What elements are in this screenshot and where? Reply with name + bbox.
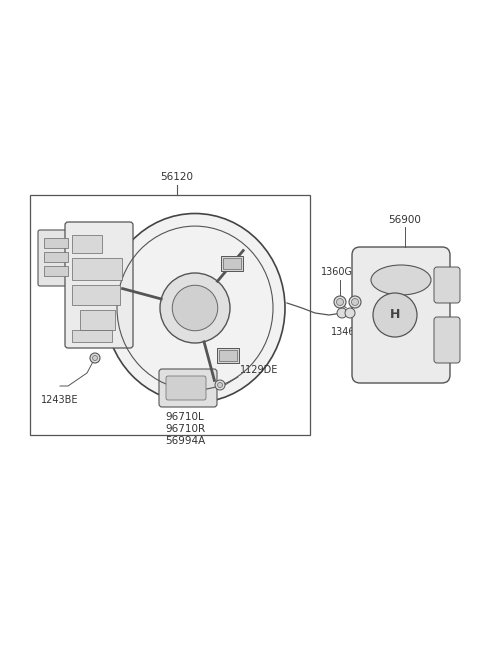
Circle shape xyxy=(160,273,230,343)
Circle shape xyxy=(373,293,417,337)
Circle shape xyxy=(93,356,97,360)
Circle shape xyxy=(351,299,359,305)
Text: 1243BE: 1243BE xyxy=(41,395,79,405)
FancyBboxPatch shape xyxy=(65,222,133,348)
Bar xyxy=(72,235,102,253)
Circle shape xyxy=(345,308,355,318)
Bar xyxy=(44,266,68,276)
Text: 56994A: 56994A xyxy=(165,436,205,446)
Bar xyxy=(44,238,68,248)
FancyBboxPatch shape xyxy=(38,230,74,286)
Bar xyxy=(221,256,243,271)
Circle shape xyxy=(337,308,347,318)
Bar xyxy=(219,350,237,361)
FancyBboxPatch shape xyxy=(434,267,460,303)
Ellipse shape xyxy=(371,265,431,295)
Circle shape xyxy=(90,353,100,363)
Circle shape xyxy=(336,299,344,305)
Text: 1129DE: 1129DE xyxy=(240,365,278,375)
Bar xyxy=(223,258,241,269)
Circle shape xyxy=(334,296,346,308)
Bar xyxy=(72,330,112,342)
Text: H: H xyxy=(390,309,400,322)
Ellipse shape xyxy=(105,214,285,403)
Bar xyxy=(30,195,310,435)
Text: 96710R: 96710R xyxy=(165,424,205,434)
FancyBboxPatch shape xyxy=(434,317,460,363)
Circle shape xyxy=(349,296,361,308)
Text: 56900: 56900 xyxy=(389,215,421,225)
Text: 56120: 56120 xyxy=(160,172,193,182)
Circle shape xyxy=(217,383,223,388)
Bar xyxy=(80,310,115,330)
FancyBboxPatch shape xyxy=(352,247,450,383)
FancyBboxPatch shape xyxy=(166,376,206,400)
Bar xyxy=(44,252,68,262)
Text: 1360GK: 1360GK xyxy=(321,267,359,277)
Text: 96710L: 96710L xyxy=(166,412,204,422)
Bar xyxy=(217,348,239,363)
Text: 1346TD: 1346TD xyxy=(331,327,369,337)
Circle shape xyxy=(215,380,225,390)
Bar xyxy=(72,258,122,280)
Bar xyxy=(72,285,120,305)
Circle shape xyxy=(172,285,218,331)
FancyBboxPatch shape xyxy=(159,369,217,407)
